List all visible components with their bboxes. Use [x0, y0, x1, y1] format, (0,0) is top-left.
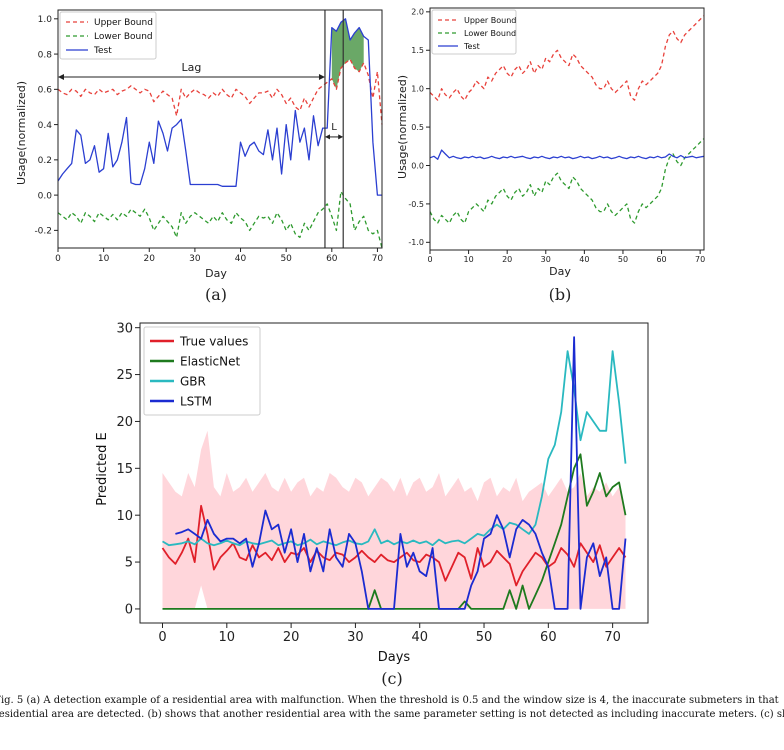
chart-c-ylabel: Predicted E [95, 432, 110, 505]
chart-c-ytick-label: 30 [116, 321, 133, 336]
chart-c-ytick-label: 0 [125, 603, 133, 618]
chart-c-panel-label: (c) [381, 669, 402, 688]
chart-a-series-test [57, 18, 382, 196]
chart-c-xtick-label: 60 [540, 630, 557, 645]
chart-a-xtick-label: 0 [55, 254, 61, 264]
chart-c-legend-label-gbr: GBR [180, 374, 206, 388]
chart-b-legend-label-lower-bound: Lower Bound [464, 29, 516, 38]
chart-a-ytick-label: 0.2 [38, 156, 52, 166]
chart-a-panel-label: (a) [205, 285, 227, 304]
chart-b-xtick-label: 70 [695, 255, 705, 264]
chart-c-ytick-label: 15 [116, 462, 133, 477]
chart-b-plot-frame [429, 7, 705, 251]
chart-b-ytick-label: 2.0 [411, 8, 424, 17]
chart-c-xlabel: Days [378, 650, 411, 665]
chart-a-l-label: L [331, 122, 337, 133]
chart-b-legend-label-upper-bound: Upper Bound [464, 16, 516, 25]
chart-b-ylabel: Usage(normalized) [396, 75, 409, 179]
chart-b-ytick-label: 0.5 [411, 123, 424, 132]
chart-c-legend-label-lstm: LSTM [180, 394, 212, 408]
chart-b-xtick-label: 40 [579, 255, 589, 264]
chart-c-xtick-label: 0 [158, 630, 166, 645]
chart-c-plot-frame [139, 322, 649, 624]
chart-a-lag-arrowhead-right [318, 73, 325, 80]
chart-b-xtick-label: 30 [541, 255, 551, 264]
chart-a-xlabel: Day [205, 267, 227, 280]
chart-a-xtick-label: 30 [189, 254, 201, 264]
chart-b-xtick-label: 10 [463, 255, 473, 264]
chart-b-ytick-label: -1.0 [408, 238, 424, 247]
chart-a-series-upper-bound [57, 58, 383, 125]
chart-b-xlabel: Day [549, 265, 571, 278]
chart-c-series-lstm [175, 336, 627, 610]
chart-a-ytick-label: 0.8 [38, 50, 53, 60]
chart-a-plot-frame [57, 9, 383, 249]
caption-line-2: residential area are detected. (b) shows… [0, 709, 784, 720]
chart-a-lag-arrowhead-left [58, 73, 64, 80]
chart-c-legend-label-true-values: True values [179, 334, 248, 348]
chart-a-legend-label-upper-bound: Upper Bound [94, 18, 153, 28]
chart-a-ytick-label: 0.0 [38, 191, 53, 201]
chart-a-xtick-label: 40 [235, 254, 247, 264]
chart-a-lag-label: Lag [182, 61, 202, 74]
figure-caption: Fig. 5 (a) A detection example of a resi… [0, 694, 784, 722]
chart-a-ytick-label: 0.4 [38, 121, 53, 131]
chart-a-xtick-label: 60 [326, 254, 338, 264]
chart-c-confidence-band [162, 430, 626, 609]
chart-c-xtick-label: 20 [283, 630, 300, 645]
chart-a-legend-label-test: Test [93, 46, 112, 56]
chart-a-ylabel: Usage(normalized) [15, 81, 28, 185]
chart-b-panel-label: (b) [549, 285, 572, 304]
chart-b-xtick-label: 60 [656, 255, 666, 264]
chart-b-series-test [429, 149, 705, 160]
chart-a-l-arrowhead-right [338, 134, 344, 140]
chart-c-series-gbr [162, 350, 627, 547]
chart-c: 0 10 20 30 40 50 60 70 0 5 10 15 20 25 30 True values El… [95, 321, 649, 688]
chart-c-legend-box [143, 326, 261, 416]
chart-a-xtick-label: 20 [144, 254, 156, 264]
chart-a-l-arrowhead-left [324, 134, 330, 140]
chart-c-ytick-label: 25 [116, 368, 133, 383]
chart-a-ytick-label: 1.0 [38, 15, 53, 25]
chart-c-xtick-label: 30 [347, 630, 364, 645]
chart-b-xtick-label: 50 [618, 255, 628, 264]
chart-c-legend-label-elasticnet: ElasticNet [180, 354, 241, 368]
chart-c-xtick-label: 50 [476, 630, 493, 645]
chart-b-ytick-label: 1.0 [411, 85, 424, 94]
chart-b-ytick-label: 1.5 [411, 46, 424, 55]
chart-b-xtick-label: 20 [502, 255, 512, 264]
chart-b-xtick-label: 0 [427, 255, 432, 264]
chart-a-ytick-label: 0.6 [38, 86, 53, 96]
caption-line-1: Fig. 5 (a) A detection example of a resi… [0, 695, 779, 706]
chart-c-ytick-label: 10 [116, 509, 133, 524]
chart-a-ytick-label: -0.2 [34, 227, 52, 237]
chart-b-legend-box [431, 9, 517, 55]
chart-a-anomaly-fill [331, 18, 364, 90]
chart-a-series-lower-bound [57, 190, 383, 249]
chart-b-ytick-label: 0.0 [411, 161, 424, 170]
chart-b-ytick-label: -0.5 [408, 200, 424, 209]
chart-a-xtick-label: 10 [98, 254, 110, 264]
chart-a-legend-box [59, 11, 157, 60]
chart-a-xtick-label: 70 [372, 254, 384, 264]
chart-b-series-lower-bound [429, 138, 705, 224]
chart-c-xtick-label: 70 [604, 630, 621, 645]
chart-c-ytick-label: 5 [125, 556, 133, 571]
chart-a-xtick-label: 50 [280, 254, 292, 264]
chart-a-legend-label-lower-bound: Lower Bound [94, 32, 153, 42]
chart-a: Lag L 0 10 20 30 40 50 60 70 -0.2 0.0 0.2 0.4 0.6 0.8 1.… [15, 9, 384, 304]
chart-c-ytick-label: 20 [116, 415, 133, 430]
chart-c-xtick-label: 10 [219, 630, 236, 645]
chart-b-legend-label-test: Test [463, 42, 480, 51]
chart-b: 0 10 20 30 40 50 60 70 -1.0 -0.5 0.0 0.5 1.0 1.5 2.0 Up… [396, 7, 705, 304]
chart-c-xtick-label: 40 [411, 630, 428, 645]
